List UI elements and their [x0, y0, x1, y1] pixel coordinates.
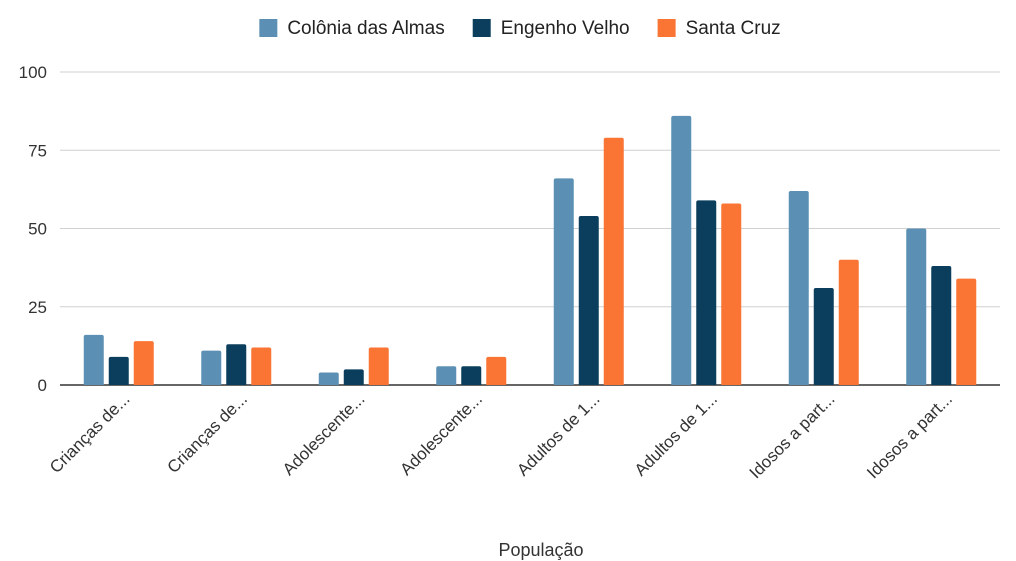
- bar: [368, 347, 389, 385]
- legend-label: Engenho Velho: [501, 18, 630, 39]
- x-tick-label: Adultos de 1...: [513, 389, 603, 479]
- x-tick-label: Crianças de...: [46, 389, 134, 477]
- y-tick-label: 0: [38, 376, 47, 395]
- bar: [603, 137, 624, 385]
- x-axis-title: População: [498, 540, 583, 560]
- bar: [553, 178, 574, 385]
- bar: [461, 366, 482, 385]
- bar: [83, 334, 104, 385]
- x-tick-label: Adolescente...: [396, 389, 486, 479]
- y-tick-label: 75: [28, 141, 47, 160]
- y-tick-label: 25: [28, 298, 47, 317]
- bar: [201, 350, 222, 385]
- x-tick-label: Adolescente...: [279, 389, 369, 479]
- bar: [251, 347, 272, 385]
- x-tick-label: Adultos de 1...: [631, 389, 721, 479]
- bar: [436, 366, 457, 385]
- x-tick-label: Idosos a part...: [746, 389, 839, 482]
- bar: [226, 344, 247, 385]
- y-tick-label: 100: [19, 63, 47, 82]
- bars: [83, 115, 977, 385]
- bar: [838, 259, 859, 385]
- legend-swatch: [472, 19, 491, 37]
- y-axis-ticks: 0 25 50 75 100: [19, 63, 47, 395]
- bar: [696, 200, 717, 385]
- legend-swatch: [657, 19, 676, 37]
- bar: [788, 190, 809, 385]
- bar: [956, 278, 977, 385]
- bar: [318, 372, 339, 385]
- bar: [906, 228, 927, 385]
- y-tick-label: 50: [28, 220, 47, 239]
- legend-label: Colônia das Almas: [287, 18, 444, 39]
- legend: Colônia das Almas Engenho Velho Santa Cruz: [259, 18, 781, 39]
- bar: [108, 356, 129, 385]
- bar: [721, 203, 742, 385]
- bar: [578, 215, 599, 385]
- x-tick-label: Idosos a part...: [863, 389, 956, 482]
- x-tick-label: Crianças de...: [163, 389, 251, 477]
- bar: [343, 369, 364, 385]
- grid: [60, 71, 1000, 386]
- bar: [133, 341, 154, 385]
- bar: [931, 266, 952, 385]
- bar: [813, 287, 834, 385]
- bar: [671, 115, 692, 385]
- x-axis-ticks: Crianças de... Crianças de... Adolescente.…: [46, 389, 956, 482]
- legend-swatch: [259, 19, 278, 37]
- legend-label: Santa Cruz: [686, 18, 781, 39]
- bar: [486, 356, 507, 385]
